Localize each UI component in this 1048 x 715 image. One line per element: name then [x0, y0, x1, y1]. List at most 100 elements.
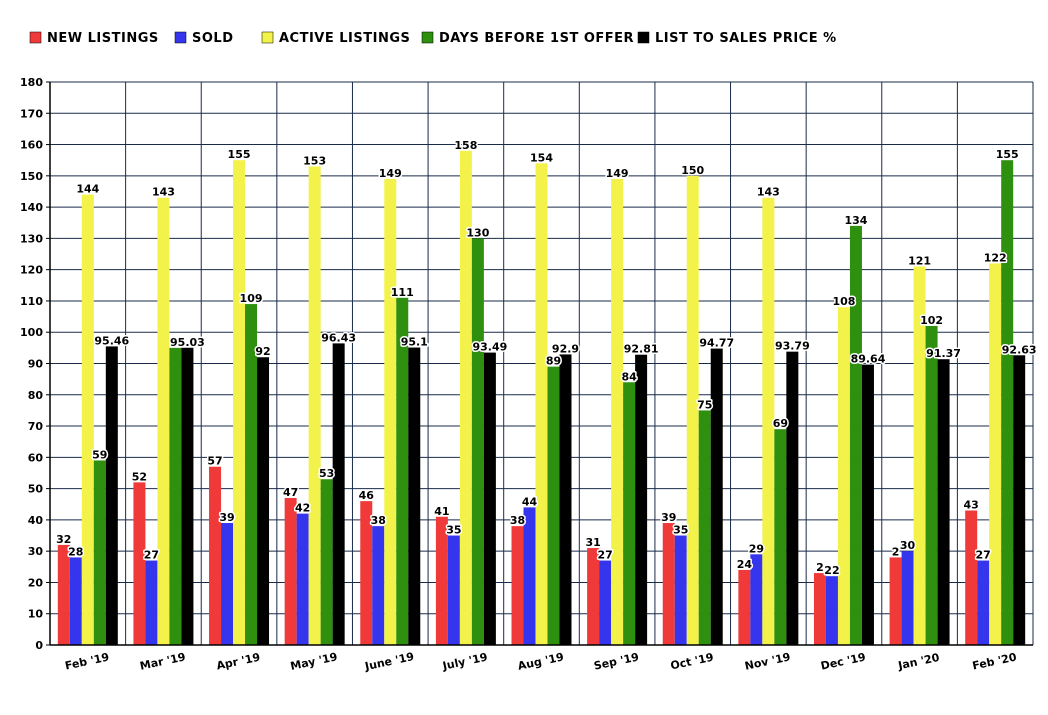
- y-tick-label-9: 90: [28, 358, 44, 371]
- y-tick-label-11: 110: [20, 295, 43, 308]
- data-label-4-12: 92.63: [1002, 343, 1037, 356]
- y-tick-label-18: 180: [20, 76, 43, 89]
- data-label-4-9: 93.79: [775, 340, 810, 353]
- data-label-4-8: 94.77: [699, 337, 734, 350]
- data-label-3-9: 69: [773, 417, 788, 430]
- bar-2-12: [989, 263, 1002, 645]
- bar-0-2: [209, 466, 222, 645]
- y-tick-label-7: 70: [28, 420, 44, 433]
- bar-4-7: [635, 354, 648, 645]
- x-tick-label-6: Aug '19: [517, 650, 565, 672]
- y-tick-label-10: 100: [20, 326, 43, 339]
- bar-0-12: [965, 510, 978, 645]
- data-label-1-10: 22: [824, 564, 839, 577]
- bar-2-4: [384, 178, 397, 645]
- bar-4-2: [257, 357, 270, 645]
- y-tick-label-6: 60: [28, 451, 44, 464]
- bar-1-9: [750, 554, 763, 645]
- bar-0-11: [889, 557, 902, 645]
- bar-0-4: [360, 501, 373, 645]
- data-label-4-1: 95.03: [170, 336, 205, 349]
- y-tick-label-1: 10: [28, 608, 44, 621]
- y-tick-label-5: 50: [28, 483, 44, 496]
- data-label-1-12: 27: [976, 549, 991, 562]
- data-label-1-11: 30: [900, 539, 916, 552]
- legend-swatch-4: [637, 31, 650, 44]
- data-label-0-9: 24: [737, 558, 753, 571]
- bar-3-12: [1001, 160, 1014, 645]
- data-label-3-11: 102: [920, 314, 943, 327]
- bar-4-11: [937, 359, 950, 645]
- legend-swatch-1: [174, 31, 187, 44]
- data-label-0-12: 43: [964, 499, 979, 512]
- bar-1-11: [901, 551, 914, 645]
- chart-bars: [57, 150, 1026, 646]
- data-label-2-11: 121: [908, 255, 931, 268]
- data-label-2-0: 144: [76, 183, 99, 196]
- bar-2-1: [157, 197, 170, 645]
- y-tick-label-4: 40: [28, 514, 44, 527]
- x-tick-label-4: June '19: [363, 650, 415, 673]
- data-label-3-0: 59: [92, 448, 107, 461]
- data-label-3-4: 111: [391, 286, 414, 299]
- data-label-3-3: 53: [319, 467, 334, 480]
- bar-2-9: [762, 197, 775, 645]
- chart-legend: NEW LISTINGS SOLD ACTIVE LISTINGS DAYS BEFO…: [29, 31, 837, 46]
- bar-4-9: [786, 351, 799, 645]
- bar-3-6: [547, 366, 560, 645]
- data-label-0-7: 31: [585, 536, 600, 549]
- legend-label-1: SOLD: [192, 31, 234, 46]
- data-label-1-9: 29: [749, 542, 764, 555]
- data-label-1-7: 27: [597, 549, 612, 562]
- bar-1-1: [145, 560, 158, 645]
- bar-0-8: [662, 523, 675, 645]
- x-tick-label-9: Nov '19: [744, 650, 792, 672]
- data-label-1-3: 42: [295, 502, 310, 515]
- x-tick-label-8: Oct '19: [669, 651, 714, 673]
- data-label-3-7: 84: [621, 370, 637, 383]
- bar-3-9: [774, 429, 787, 645]
- x-tick-label-1: Mar '19: [139, 650, 187, 672]
- data-label-2-10: 108: [832, 295, 855, 308]
- data-label-1-1: 27: [144, 549, 159, 562]
- x-tick-label-10: Dec '19: [820, 650, 867, 672]
- y-tick-label-0: 0: [35, 639, 43, 652]
- bar-3-8: [698, 410, 711, 645]
- bar-1-4: [372, 526, 385, 645]
- data-label-4-4: 95.1: [401, 336, 428, 349]
- data-label-2-4: 149: [379, 167, 402, 180]
- bar-0-10: [813, 573, 826, 645]
- bar-0-3: [284, 497, 297, 645]
- bar-1-2: [221, 523, 234, 645]
- x-tick-label-2: Apr '19: [215, 651, 261, 673]
- y-tick-label-17: 170: [20, 107, 43, 120]
- x-tick-label-5: July '19: [441, 651, 489, 673]
- data-label-2-3: 153: [303, 154, 326, 167]
- bar-4-0: [105, 346, 118, 645]
- bar-3-7: [623, 382, 636, 645]
- bar-2-2: [233, 160, 246, 645]
- legend-label-4: LIST TO SALES PRICE %: [655, 31, 837, 46]
- bar-4-1: [181, 347, 194, 645]
- bar-0-5: [435, 516, 448, 645]
- bar-3-0: [93, 460, 106, 645]
- y-tick-label-16: 160: [20, 139, 43, 152]
- bar-1-12: [977, 560, 990, 645]
- bar-2-0: [81, 194, 94, 645]
- data-label-0-3: 47: [283, 486, 298, 499]
- y-tick-label-13: 130: [20, 232, 43, 245]
- legend-label-0: NEW LISTINGS: [47, 31, 159, 46]
- y-tick-label-2: 20: [28, 576, 44, 589]
- data-label-0-6: 38: [510, 514, 525, 527]
- data-label-1-6: 44: [522, 495, 538, 508]
- x-tick-label-3: May '19: [289, 650, 338, 673]
- bar-2-11: [913, 266, 926, 645]
- x-tick-label-7: Sep '19: [593, 650, 640, 672]
- bar-4-10: [861, 364, 874, 645]
- data-label-0-4: 46: [359, 489, 375, 502]
- legend-swatch-2: [261, 31, 274, 44]
- data-label-0-10: 2: [816, 561, 824, 574]
- data-label-2-6: 154: [530, 151, 553, 164]
- x-tick-label-11: Jan '20: [896, 651, 941, 673]
- bar-4-12: [1013, 355, 1026, 645]
